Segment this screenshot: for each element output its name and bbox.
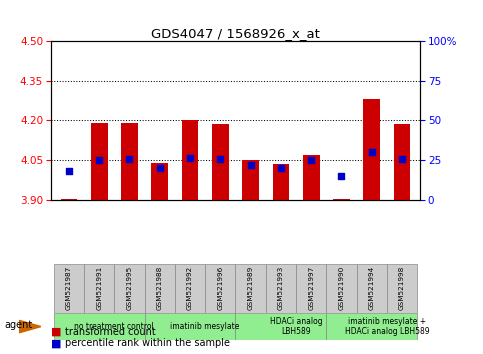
Bar (212, 124, 228, 200)
Text: GSM521997: GSM521997 (308, 266, 314, 310)
Bar (114, 264, 144, 313)
Bar (296, 264, 327, 313)
Text: agent: agent (5, 320, 33, 330)
Text: GSM521988: GSM521988 (157, 266, 163, 310)
Text: GSM521996: GSM521996 (217, 266, 223, 310)
Bar (387, 264, 417, 313)
Text: ■: ■ (51, 338, 61, 348)
Bar (356, 264, 387, 313)
Point (368, 149, 376, 155)
Bar (91, 123, 108, 200)
Bar (236, 313, 327, 340)
Text: transformed count: transformed count (65, 327, 156, 337)
Title: GDS4047 / 1568926_x_at: GDS4047 / 1568926_x_at (151, 27, 320, 40)
Bar (394, 124, 411, 200)
Bar (182, 120, 199, 200)
Bar (144, 313, 236, 340)
Text: GSM521998: GSM521998 (399, 266, 405, 310)
Bar (363, 99, 380, 200)
Polygon shape (19, 320, 41, 333)
Bar (151, 163, 168, 200)
Point (126, 156, 133, 161)
Point (186, 155, 194, 161)
Text: percentile rank within the sample: percentile rank within the sample (65, 338, 230, 348)
Point (277, 165, 285, 171)
Bar (84, 264, 114, 313)
Point (65, 169, 73, 174)
Bar (54, 313, 144, 340)
Text: no treatment control: no treatment control (74, 322, 154, 331)
Point (247, 162, 255, 168)
Text: GSM521994: GSM521994 (369, 266, 375, 310)
Bar (121, 123, 138, 200)
Point (216, 156, 224, 162)
Bar (333, 199, 350, 200)
Bar (327, 313, 417, 340)
Text: imatinib mesylate +
HDACi analog LBH589: imatinib mesylate + HDACi analog LBH589 (344, 317, 429, 336)
Bar (236, 264, 266, 313)
Text: ■: ■ (51, 327, 61, 337)
Text: GSM521989: GSM521989 (248, 266, 254, 310)
Point (398, 156, 406, 162)
Text: GSM521991: GSM521991 (96, 266, 102, 310)
Text: GSM521993: GSM521993 (278, 266, 284, 310)
Bar (266, 264, 296, 313)
Bar (327, 264, 356, 313)
Text: GSM521992: GSM521992 (187, 266, 193, 310)
Bar (205, 264, 236, 313)
Point (307, 158, 315, 163)
Text: HDACi analog
LBH589: HDACi analog LBH589 (270, 317, 322, 336)
Text: GSM521987: GSM521987 (66, 266, 72, 310)
Point (156, 165, 164, 171)
Text: GSM521990: GSM521990 (339, 266, 344, 310)
Bar (303, 155, 320, 200)
Bar (54, 264, 84, 313)
Bar (144, 264, 175, 313)
Point (338, 173, 345, 179)
Bar (175, 264, 205, 313)
Point (95, 158, 103, 163)
Bar (60, 199, 77, 200)
Bar (272, 164, 289, 200)
Bar (242, 160, 259, 200)
Text: GSM521995: GSM521995 (127, 266, 132, 310)
Text: imatinib mesylate: imatinib mesylate (170, 322, 240, 331)
